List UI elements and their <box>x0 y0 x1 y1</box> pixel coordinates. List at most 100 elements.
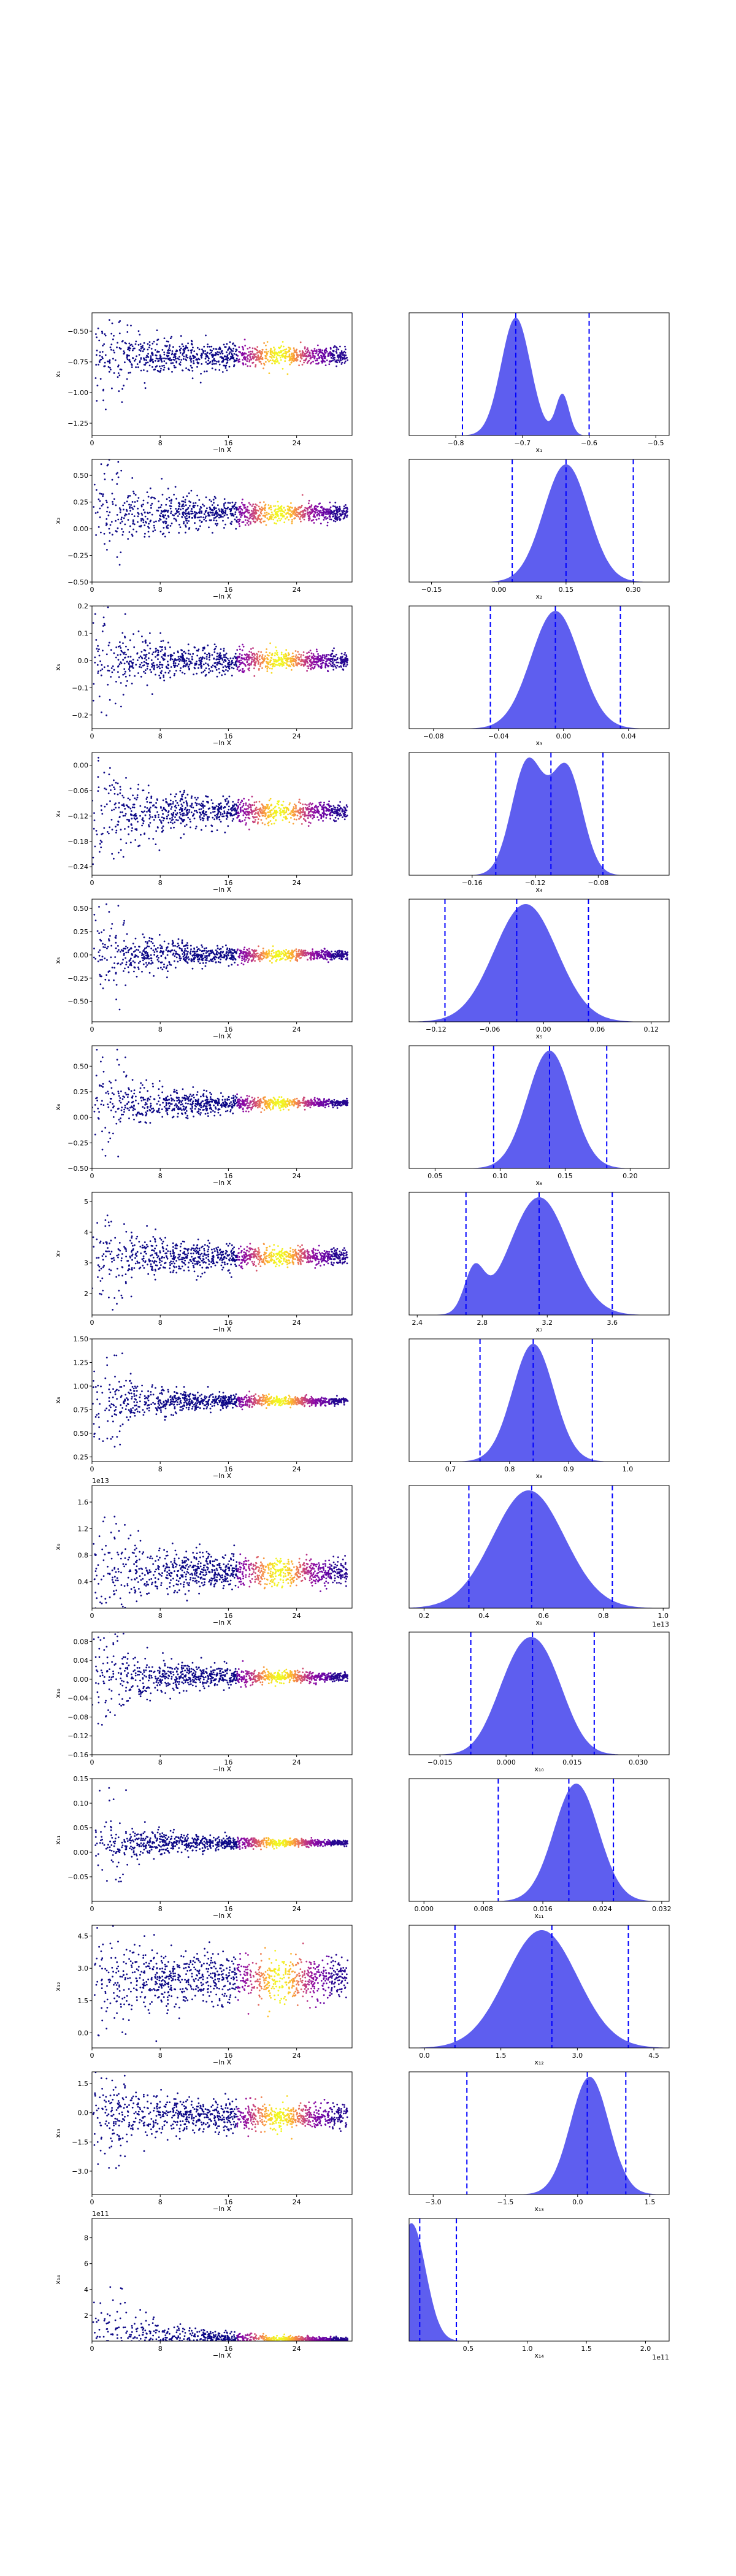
trace-point <box>195 527 197 530</box>
trace-point <box>102 503 104 505</box>
trace-point <box>269 356 271 358</box>
trace-point <box>134 343 137 345</box>
trace-point <box>127 496 129 499</box>
trace-point <box>318 510 320 513</box>
trace-point <box>128 826 129 828</box>
trace-point <box>151 358 154 361</box>
trace-point <box>173 826 175 829</box>
trace-point <box>190 797 193 799</box>
trace-point <box>280 505 283 507</box>
trace-point <box>163 680 166 681</box>
trace-point <box>196 661 197 663</box>
trace-point <box>107 644 110 646</box>
trace-point <box>166 818 168 820</box>
trace-point <box>299 660 302 662</box>
trace-point <box>173 364 175 367</box>
trace-point <box>133 815 135 817</box>
trace-point <box>307 959 309 961</box>
trace-point <box>343 818 346 821</box>
trace-point <box>107 506 109 508</box>
trace-point <box>300 520 302 523</box>
trace-point <box>152 805 154 807</box>
trace-point <box>115 972 117 974</box>
trace-point <box>131 663 134 665</box>
trace-point <box>159 506 162 508</box>
trace-xtick-label: 0 <box>90 732 94 740</box>
trace-point <box>316 515 318 517</box>
trace-point <box>142 499 145 502</box>
trace-point <box>256 654 259 656</box>
trace-point <box>276 514 278 516</box>
trace-point <box>158 816 159 818</box>
trace-point <box>301 952 303 954</box>
trace-point <box>231 820 234 822</box>
trace-point <box>228 348 230 350</box>
trace-point <box>141 514 144 516</box>
trace-point <box>145 946 148 949</box>
row-4: −0.24−0.18−0.12−0.060.000 8 16 24−ln Xx₄−0.… <box>54 752 670 894</box>
trace-point <box>185 508 188 511</box>
trace-point <box>251 517 253 519</box>
trace-point <box>312 815 314 816</box>
trace-point <box>112 338 114 340</box>
trace-point <box>215 352 217 354</box>
trace-point <box>145 962 147 964</box>
trace-point <box>156 811 158 813</box>
trace-point <box>117 472 118 474</box>
trace-point <box>274 659 276 661</box>
trace-ytick-label: −0.12 <box>67 812 88 820</box>
trace-point <box>267 518 270 521</box>
trace-point <box>149 807 151 809</box>
trace-point <box>99 355 101 357</box>
trace-point <box>324 657 326 659</box>
trace-point <box>230 950 232 953</box>
trace-ytick-label: −0.75 <box>67 358 88 366</box>
trace-points <box>92 606 349 716</box>
trace-point <box>144 532 146 535</box>
trace-xtick-label: 24 <box>293 732 301 740</box>
trace-point <box>267 654 270 657</box>
trace-point <box>257 661 259 663</box>
trace-point <box>259 357 262 359</box>
trace-point <box>277 505 280 507</box>
trace-point <box>241 649 243 651</box>
trace-point <box>248 667 250 669</box>
trace-point <box>198 499 201 501</box>
trace-point <box>250 648 252 650</box>
marginal-xtick-label: −0.08 <box>588 879 609 887</box>
trace-point <box>281 665 283 667</box>
trace-point <box>102 399 104 402</box>
trace-point <box>178 808 181 811</box>
trace-point <box>147 662 150 665</box>
trace-point <box>336 510 339 512</box>
trace-point <box>109 359 111 361</box>
trace-point <box>310 810 312 812</box>
trace-point <box>97 672 99 674</box>
trace-point <box>273 505 275 507</box>
trace-point <box>276 358 278 360</box>
trace-point <box>183 672 186 675</box>
trace-point <box>245 656 248 659</box>
trace-point <box>242 643 243 646</box>
trace-point <box>182 512 184 514</box>
trace-point <box>117 364 120 367</box>
trace-point <box>121 516 123 519</box>
trace-point <box>229 358 231 361</box>
trace-point <box>190 811 193 813</box>
trace-point <box>125 984 127 986</box>
trace-point <box>288 653 290 656</box>
trace-point <box>277 800 279 803</box>
trace-point <box>183 505 185 507</box>
trace-point <box>121 804 123 806</box>
trace-point <box>147 502 149 504</box>
trace-point <box>185 367 187 369</box>
trace-point <box>250 523 251 525</box>
trace-point <box>301 504 303 507</box>
trace-point <box>237 801 239 803</box>
trace-point <box>221 669 224 672</box>
trace-point <box>167 510 169 512</box>
trace-point <box>196 505 199 507</box>
trace-point <box>316 511 318 513</box>
trace-point <box>191 343 193 346</box>
trace-point <box>151 663 153 665</box>
